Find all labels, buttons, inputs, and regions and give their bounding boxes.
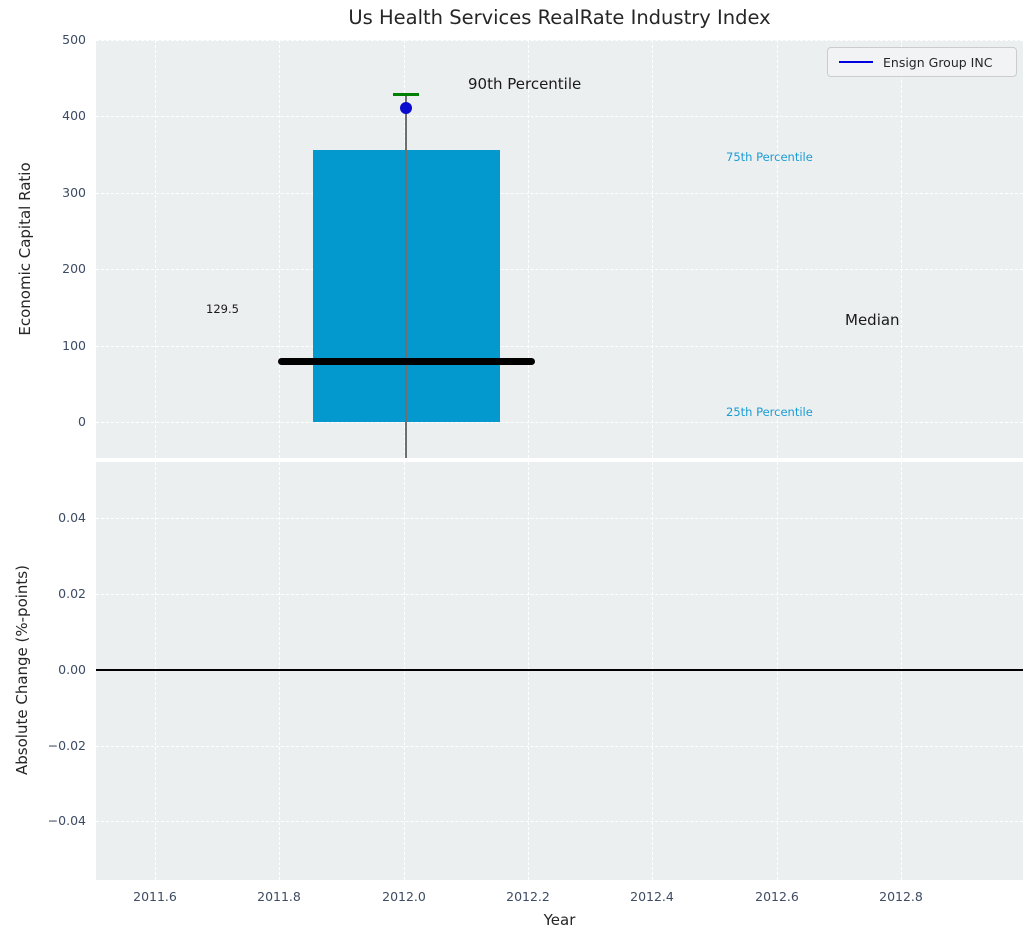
- ytick-top-0: 0: [78, 414, 86, 429]
- label-median: Median: [845, 311, 900, 329]
- gridline-v-2011-6: [155, 462, 156, 880]
- gridline-v-2011-6: [155, 40, 156, 458]
- chart-title: Us Health Services RealRate Industry Ind…: [348, 6, 771, 29]
- gridline-h-p002: [96, 594, 1023, 595]
- median-line: [278, 358, 535, 365]
- gridline-h-m004: [96, 821, 1023, 822]
- whisker-line: [405, 94, 407, 458]
- ytick-bot-002: 0.02: [58, 586, 86, 601]
- label-25th-percentile: 25th Percentile: [726, 405, 813, 419]
- legend-line-swatch: [839, 60, 873, 64]
- label-median-value: 129.5: [206, 302, 239, 316]
- gridline-h-400: [96, 116, 1023, 117]
- ytick-top-100: 100: [62, 338, 86, 353]
- ytick-top-300: 300: [62, 185, 86, 200]
- gridline-v-2012-2: [528, 40, 529, 458]
- x-axis-label: Year: [543, 911, 576, 929]
- ytick-bot-m002: −0.02: [47, 738, 86, 753]
- gridline-h-300: [96, 193, 1023, 194]
- gridline-v-2012-6: [777, 40, 778, 458]
- zero-reference-line: [96, 669, 1023, 671]
- gridline-v-2011-8: [279, 462, 280, 880]
- ytick-bot-000: 0.00: [58, 662, 86, 677]
- xtick-2012-8: 2012.8: [879, 889, 923, 904]
- label-75th-percentile: 75th Percentile: [726, 150, 813, 164]
- gridline-v-2012-8: [901, 462, 902, 880]
- ytick-bot-m004: −0.04: [47, 813, 86, 828]
- top-y-axis-label: Economic Capital Ratio: [16, 162, 34, 336]
- ytick-bot-004: 0.04: [58, 510, 86, 525]
- xtick-2011-8: 2011.8: [257, 889, 301, 904]
- xtick-2012-0: 2012.0: [382, 889, 426, 904]
- gridline-v-2012-0: [404, 462, 405, 880]
- ytick-top-200: 200: [62, 261, 86, 276]
- ensign-group-point: [400, 102, 412, 114]
- gridline-h-500: [96, 40, 1023, 41]
- gridline-v-2012-4: [652, 40, 653, 458]
- 90th-percentile-cap: [393, 93, 419, 96]
- gridline-h-0: [96, 422, 1023, 423]
- xtick-2012-2: 2012.2: [506, 889, 550, 904]
- gridline-v-2012-6: [777, 462, 778, 880]
- xtick-2012-4: 2012.4: [630, 889, 674, 904]
- ytick-top-400: 400: [62, 108, 86, 123]
- gridline-v-2012-2: [528, 462, 529, 880]
- gridline-h-p004: [96, 518, 1023, 519]
- xtick-2011-6: 2011.6: [133, 889, 177, 904]
- xtick-2012-6: 2012.6: [755, 889, 799, 904]
- top-plot-area: 90th Percentile 75th Percentile Median 2…: [96, 40, 1023, 458]
- bottom-plot-area: [96, 462, 1023, 880]
- gridline-v-2011-8: [279, 40, 280, 458]
- label-90th-percentile: 90th Percentile: [468, 75, 582, 93]
- bottom-y-axis-label: Absolute Change (%-points): [13, 565, 31, 775]
- legend: Ensign Group INC: [827, 47, 1017, 77]
- gridline-v-2012-8: [901, 40, 902, 458]
- gridline-h-m002: [96, 746, 1023, 747]
- ytick-top-500: 500: [62, 32, 86, 47]
- gridline-h-100: [96, 346, 1023, 347]
- gridline-v-2012-4: [652, 462, 653, 880]
- gridline-h-200: [96, 269, 1023, 270]
- legend-label: Ensign Group INC: [883, 54, 993, 70]
